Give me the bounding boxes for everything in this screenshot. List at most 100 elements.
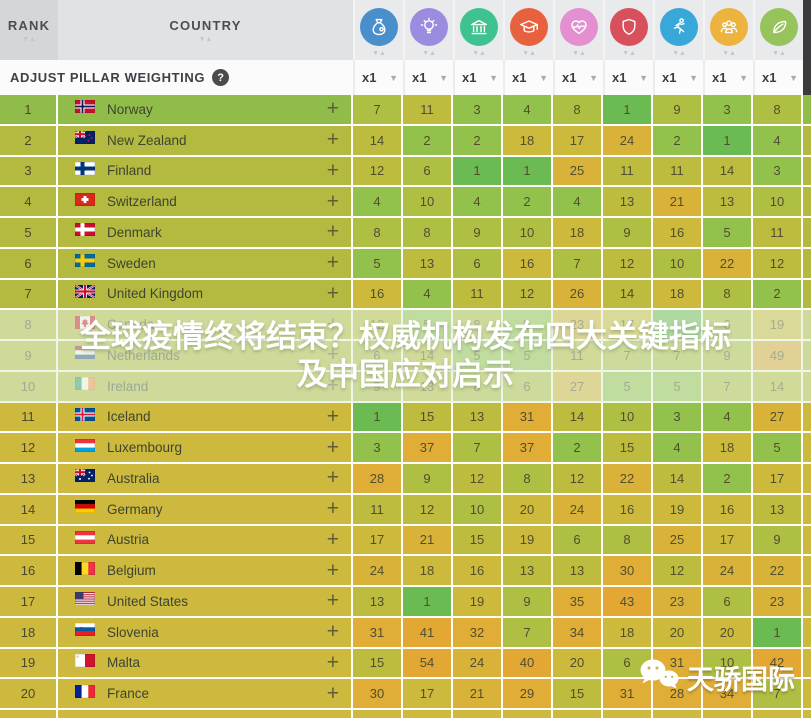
pillar-rank-cell: 9 xyxy=(503,587,553,616)
pillar-weighting-row: ADJUST PILLAR WEIGHTING ? x1 ▼ x1 ▼ x1 ▼ x1… xyxy=(0,60,811,95)
graduation-cap-icon[interactable] xyxy=(510,8,548,46)
pillar-header-social-capital[interactable]: ▼▲ xyxy=(703,0,753,60)
table-row[interactable]: 15 Austria + 17 21 15 19 6 8 25 17 9 xyxy=(0,525,811,557)
table-row[interactable]: 11 Iceland + 1 15 13 31 14 10 3 4 27 xyxy=(0,402,811,434)
table-row[interactable]: 5 Denmark + 8 8 9 10 18 9 16 5 11 xyxy=(0,218,811,249)
sort-arrows-icon[interactable]: ▼▲ xyxy=(372,50,386,57)
heart-pulse-icon[interactable] xyxy=(560,8,598,46)
table-row[interactable]: 3 Finland + 12 6 1 1 25 11 11 14 3 xyxy=(0,156,811,188)
pillar-rank-cell: 13 xyxy=(403,248,453,278)
table-row[interactable]: 20 France + 30 17 21 29 15 31 28 34 7 xyxy=(0,679,811,710)
expand-row-button[interactable]: + xyxy=(326,681,339,705)
table-row[interactable]: 2 New Zealand + 14 2 2 18 17 24 2 1 4 xyxy=(0,125,811,157)
pillar-rank-cell: 27 xyxy=(753,402,803,432)
pillar-rank-cell: 10 xyxy=(603,402,653,432)
sort-arrows-icon[interactable]: ▼▲ xyxy=(772,50,786,57)
weight-select-governance[interactable]: x1 ▼ xyxy=(453,60,503,95)
sort-arrows-icon[interactable]: ▼▲ xyxy=(22,35,36,43)
expand-row-button[interactable]: + xyxy=(326,435,339,459)
expand-row-button[interactable]: + xyxy=(326,558,339,582)
pillar-header-education[interactable]: ▼▲ xyxy=(503,0,553,60)
expand-row-button[interactable]: + xyxy=(326,466,339,490)
pillar-rank-cell: 21 xyxy=(453,679,503,708)
country-name: Iceland xyxy=(107,409,151,425)
weight-select-natural-environment[interactable]: x1 ▼ xyxy=(753,60,803,95)
weight-select-social-capital[interactable]: x1 ▼ xyxy=(703,60,753,95)
pillar-header-safety-security[interactable]: ▼▲ xyxy=(603,0,653,60)
chevron-down-icon[interactable]: ▼ xyxy=(439,72,448,83)
pillar-rank-cell: 31 xyxy=(503,402,553,432)
expand-row-button[interactable]: + xyxy=(326,650,339,674)
runner-icon[interactable] xyxy=(660,8,698,46)
table-row[interactable]: 18 Slovenia + 31 41 32 7 34 18 20 20 1 xyxy=(0,617,811,649)
pillar-header-personal-freedom[interactable]: ▼▲ xyxy=(653,0,703,60)
expand-row-button[interactable]: + xyxy=(326,589,339,613)
expand-row-button[interactable]: + xyxy=(326,281,339,305)
expand-row-button[interactable]: + xyxy=(326,251,339,275)
chevron-down-icon[interactable]: ▼ xyxy=(639,72,648,83)
people-icon[interactable] xyxy=(710,8,748,46)
pillar-header-economy[interactable]: ▼▲ xyxy=(353,0,403,60)
table-row[interactable]: 13 Australia + 28 9 12 8 12 22 14 2 17 xyxy=(0,464,811,495)
table-row[interactable]: 12 Luxembourg + 3 37 7 37 2 15 4 18 5 xyxy=(0,433,811,464)
partial-row-cell xyxy=(453,710,503,718)
pillar-header-business-environment[interactable]: ▼▲ xyxy=(403,0,453,60)
table-row[interactable]: 14 Germany + 11 12 10 20 24 16 19 16 13 xyxy=(0,494,811,526)
weight-select-economy[interactable]: x1 ▼ xyxy=(353,60,403,95)
table-row[interactable]: 16 Belgium + 24 18 16 13 13 30 12 24 22 xyxy=(0,556,811,587)
rank-column-header[interactable]: RANK ▼▲ xyxy=(0,0,58,60)
sort-arrows-icon[interactable]: ▼▲ xyxy=(198,35,213,43)
expand-row-button[interactable]: + xyxy=(326,497,339,521)
pillar-rank-cell: 4 xyxy=(653,433,703,462)
pillar-rank-cell: 2 xyxy=(753,279,803,309)
expand-row-button[interactable]: + xyxy=(326,158,339,182)
weight-select-personal-freedom[interactable]: x1 ▼ xyxy=(653,60,703,95)
expand-row-button[interactable]: + xyxy=(326,527,339,551)
expand-row-button[interactable]: + xyxy=(326,128,339,152)
pillar-header-natural-environment[interactable]: ▼▲ xyxy=(753,0,803,60)
pillar-header-health[interactable]: ▼▲ xyxy=(553,0,603,60)
table-row[interactable]: 19 Malta + 15 54 24 40 20 6 31 10 42 xyxy=(0,648,811,680)
sort-arrows-icon[interactable]: ▼▲ xyxy=(422,50,436,57)
chevron-down-icon[interactable]: ▼ xyxy=(689,72,698,83)
weight-select-safety-security[interactable]: x1 ▼ xyxy=(603,60,653,95)
weight-select-business-environment[interactable]: x1 ▼ xyxy=(403,60,453,95)
lightbulb-icon[interactable] xyxy=(410,8,448,46)
expand-row-button[interactable]: + xyxy=(326,97,339,121)
pillar-header-governance[interactable]: ▼▲ xyxy=(453,0,503,60)
table-row[interactable]: 17 United States + 13 1 19 9 35 43 23 6 23 xyxy=(0,587,811,618)
chevron-down-icon[interactable]: ▼ xyxy=(389,72,398,83)
pillar-rank-cell: 54 xyxy=(403,648,453,678)
country-column-header[interactable]: COUNTRY ▼▲ xyxy=(58,0,353,60)
expand-row-button[interactable]: + xyxy=(326,220,339,244)
flag-nz-icon xyxy=(74,130,95,149)
question-mark-icon[interactable]: ? xyxy=(212,69,230,86)
sort-arrows-icon[interactable]: ▼▲ xyxy=(622,50,636,57)
table-row[interactable]: 6 Sweden + 5 13 6 16 7 12 10 22 12 xyxy=(0,248,811,280)
money-bag-icon[interactable] xyxy=(360,8,398,46)
weight-select-health[interactable]: x1 ▼ xyxy=(553,60,603,95)
rank-cell: 19 xyxy=(0,648,58,678)
pillar-rank-cell: 28 xyxy=(353,464,403,493)
sort-arrows-icon[interactable]: ▼▲ xyxy=(672,50,686,57)
sort-arrows-icon[interactable]: ▼▲ xyxy=(572,50,586,57)
chevron-down-icon[interactable]: ▼ xyxy=(539,72,548,83)
table-row[interactable]: 7 United Kingdom + 16 4 11 12 26 14 18 8 2 xyxy=(0,279,811,311)
table-row[interactable]: 1 Norway + 7 11 3 4 8 1 9 3 8 xyxy=(0,95,811,126)
expand-row-button[interactable]: + xyxy=(326,620,339,644)
rank-cell: 3 xyxy=(0,156,58,186)
sort-arrows-icon[interactable]: ▼▲ xyxy=(722,50,736,57)
chevron-down-icon[interactable]: ▼ xyxy=(789,72,798,83)
chevron-down-icon[interactable]: ▼ xyxy=(739,72,748,83)
table-row[interactable]: 4 Switzerland + 4 10 4 2 4 13 21 13 10 xyxy=(0,187,811,218)
shield-icon[interactable] xyxy=(610,8,648,46)
bank-icon[interactable] xyxy=(460,8,498,46)
leaf-icon[interactable] xyxy=(760,8,798,46)
sort-arrows-icon[interactable]: ▼▲ xyxy=(472,50,486,57)
weight-select-education[interactable]: x1 ▼ xyxy=(503,60,553,95)
chevron-down-icon[interactable]: ▼ xyxy=(589,72,598,83)
chevron-down-icon[interactable]: ▼ xyxy=(489,72,498,83)
expand-row-button[interactable]: + xyxy=(326,189,339,213)
expand-row-button[interactable]: + xyxy=(326,404,339,428)
sort-arrows-icon[interactable]: ▼▲ xyxy=(522,50,536,57)
